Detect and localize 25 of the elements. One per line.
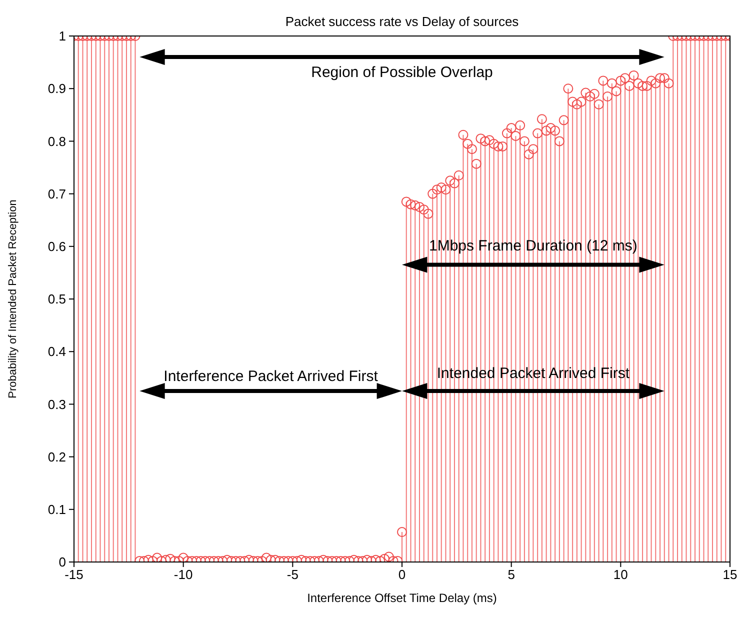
y-tick-label: 0: [58, 554, 66, 570]
y-tick-label: 0.5: [48, 292, 66, 307]
y-tick-label: 0.3: [48, 396, 66, 412]
x-axis-title: Interference Offset Time Delay (ms): [307, 591, 497, 605]
x-tick-label: 0: [398, 567, 406, 582]
y-tick-label: 0.4: [48, 344, 66, 360]
x-tick-label: 10: [613, 567, 628, 582]
x-tick-label: 15: [722, 567, 738, 582]
annotation: Intended Packet Arrived First: [436, 365, 630, 382]
y-tick-label: 0.8: [48, 134, 66, 149]
y-tick-label: 0.6: [48, 239, 66, 254]
x-tick-label: 5: [508, 567, 515, 582]
annotation: 1Mbps Frame Duration (12 ms): [428, 237, 638, 254]
x-tick-label: -15: [64, 567, 84, 582]
x-tick-label: -10: [174, 567, 193, 582]
annotation: Region of Possible Overlap: [311, 64, 493, 81]
y-tick-label: 0.7: [48, 186, 66, 202]
y-tick-label: 0.9: [48, 81, 66, 96]
chart-title: Packet success rate vs Delay of sources: [285, 14, 520, 29]
x-tick-label: -5: [286, 567, 298, 582]
y-tick-label: 0.2: [48, 449, 66, 464]
y-tick-label: 0.1: [48, 502, 66, 518]
y-tick-label: 1: [58, 28, 66, 44]
annotation: Interference Packet Arrived First: [164, 368, 379, 385]
y-axis-title: Probability of Intended Packet Reception: [6, 200, 19, 398]
